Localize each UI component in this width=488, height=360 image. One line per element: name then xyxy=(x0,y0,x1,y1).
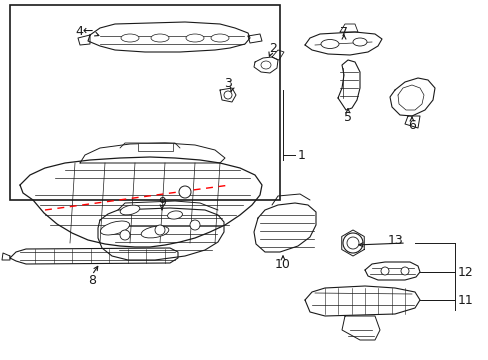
Ellipse shape xyxy=(141,226,168,238)
Circle shape xyxy=(179,186,191,198)
Text: 1: 1 xyxy=(297,149,305,162)
Ellipse shape xyxy=(100,221,129,235)
Text: 10: 10 xyxy=(274,258,290,271)
Text: 5: 5 xyxy=(343,111,351,123)
Circle shape xyxy=(346,237,358,249)
Text: 11: 11 xyxy=(457,293,473,306)
Circle shape xyxy=(155,225,164,235)
Text: 13: 13 xyxy=(386,234,402,247)
Ellipse shape xyxy=(185,34,203,42)
Text: 2: 2 xyxy=(268,41,276,54)
Ellipse shape xyxy=(121,34,139,42)
Ellipse shape xyxy=(320,40,338,49)
Circle shape xyxy=(190,220,200,230)
Text: 3: 3 xyxy=(224,77,231,90)
Circle shape xyxy=(380,267,388,275)
Ellipse shape xyxy=(151,34,169,42)
Ellipse shape xyxy=(261,61,270,69)
Bar xyxy=(138,143,173,151)
Text: 9: 9 xyxy=(158,195,165,208)
Circle shape xyxy=(224,91,231,99)
Bar xyxy=(10,5,280,200)
Ellipse shape xyxy=(167,211,182,219)
Ellipse shape xyxy=(210,34,228,42)
Text: 8: 8 xyxy=(88,274,96,287)
Circle shape xyxy=(342,233,362,253)
Text: 4←: 4← xyxy=(76,24,94,37)
Text: 12: 12 xyxy=(457,266,473,279)
Ellipse shape xyxy=(352,38,366,46)
Text: 6: 6 xyxy=(407,118,415,131)
Circle shape xyxy=(120,230,130,240)
Circle shape xyxy=(400,267,408,275)
Ellipse shape xyxy=(120,205,140,215)
Text: 7: 7 xyxy=(339,26,347,39)
